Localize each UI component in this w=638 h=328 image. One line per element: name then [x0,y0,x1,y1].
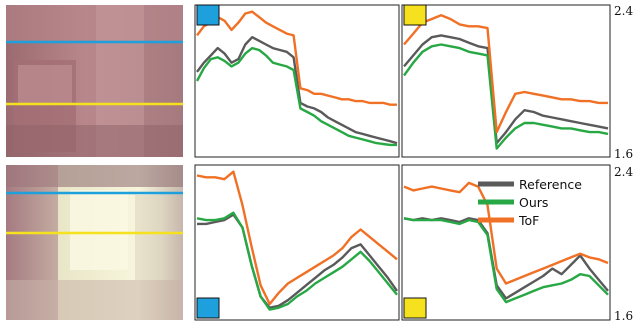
series-line-ours-top-left [195,46,397,147]
series-line-reference-top-left [196,36,398,145]
scene-image-bottom [6,165,183,320]
series-line-tof-top-right [403,14,608,134]
yellow-marker [403,4,427,26]
tick-label-bottom-max: 2.4 [614,165,633,179]
series-line-ours-bottom-right [403,217,609,304]
series-line-ours-bottom-left [196,211,398,311]
series-line-reference-bottom-right [403,217,609,300]
legend-label-reference: Reference [519,177,582,192]
tick-label-top-min: 1.6 [614,147,633,161]
legend-label-ours: Ours [519,195,548,210]
blue-marker [196,4,220,26]
tick-label-bottom-min: 1.6 [614,309,633,323]
series-line-tof-bottom-left [196,170,398,306]
chart-panel-top-left [194,4,400,158]
blue-marker [196,297,220,319]
chart-panel-bottom-left [194,164,400,321]
legend: Reference Ours ToF [478,177,582,228]
chart-panel-top-right [401,4,611,158]
series-line-tof-bottom-right [403,181,609,285]
series-line-ours-top-right [403,43,609,150]
scene-image-top [6,5,183,157]
series-line-reference-top-right [403,34,609,145]
legend-label-tof: ToF [518,213,539,228]
series-line-tof-top-left [196,10,397,106]
chart-panel-bottom-right [401,164,611,321]
yellow-marker [403,297,427,319]
series-line-reference-bottom-left [197,213,398,309]
tick-label-top-max: 2.4 [614,4,633,18]
